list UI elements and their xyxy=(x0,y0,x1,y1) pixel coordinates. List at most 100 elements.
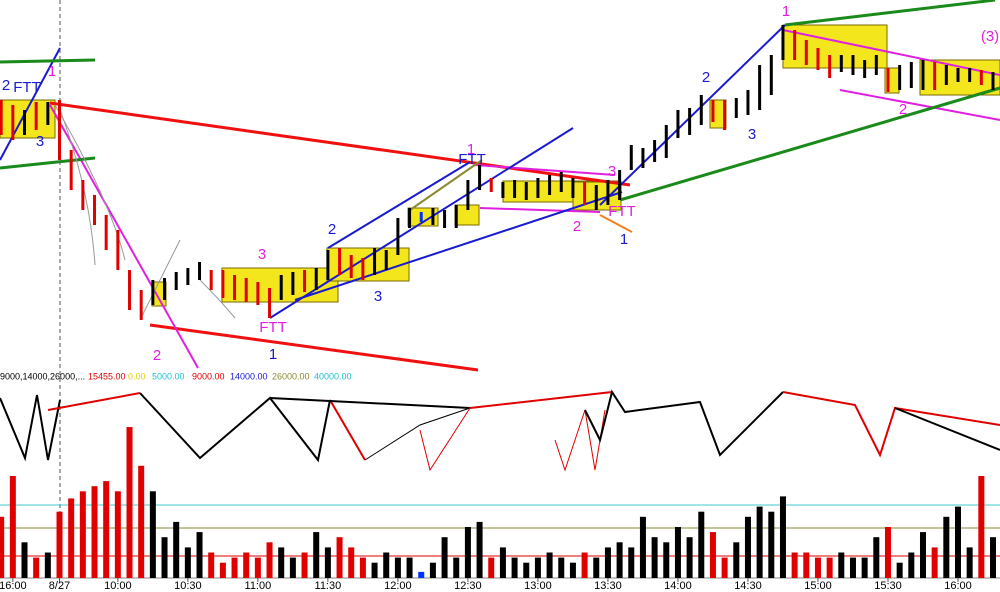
volume-bar xyxy=(733,542,740,578)
volume-bar xyxy=(33,557,40,578)
volume-bar xyxy=(44,552,51,578)
legend-label: 15455.00 xyxy=(88,371,126,381)
volume-bar xyxy=(931,547,938,578)
annotations: 2 FTT 1 3 2 3 FTT 1 2 3 1 FTT 3 FTT 2 1 … xyxy=(2,3,999,364)
indicator-legend: 9000,14000,26000,... 15455.00 0.00 5000.… xyxy=(0,371,352,381)
volume-bar xyxy=(79,491,86,578)
volume-bar xyxy=(721,557,728,578)
volume-bar xyxy=(838,552,845,578)
x-tick-label: 12:30 xyxy=(454,580,482,592)
boxes xyxy=(0,24,1000,307)
x-tick-label: 14:00 xyxy=(664,580,692,592)
annotation: 1 xyxy=(467,141,475,158)
volume-bar xyxy=(441,537,448,578)
volume-bar xyxy=(511,557,518,578)
legend-label: 0.00 xyxy=(128,371,146,381)
annotation: 2 xyxy=(328,221,336,238)
annotation: FTT xyxy=(259,319,287,336)
volume-bar xyxy=(768,511,775,578)
volume-bar xyxy=(873,537,880,578)
volume-bar xyxy=(616,542,623,578)
volume-bar xyxy=(978,476,985,578)
volume-bar xyxy=(138,465,145,578)
volume-bar xyxy=(114,491,121,578)
volume-bar xyxy=(149,491,156,578)
volume-bar xyxy=(464,527,471,578)
annotation: 1 xyxy=(269,346,277,363)
x-tick-label: 10:00 xyxy=(104,580,132,592)
volume-bar xyxy=(453,557,460,578)
volume-bar xyxy=(698,511,705,578)
volume-bar xyxy=(663,542,670,578)
volume-bar xyxy=(476,521,483,578)
legend-label: 9000.00 xyxy=(192,371,225,381)
x-tick-label: 11:30 xyxy=(315,580,342,592)
volume-bar xyxy=(254,557,261,578)
volume-bar xyxy=(709,532,716,578)
legend-label: 9000,14000,26000,... xyxy=(0,371,85,381)
annotation: 2 xyxy=(2,77,10,94)
volume-bar xyxy=(219,562,226,578)
volume-bar xyxy=(231,557,238,578)
volume-bar xyxy=(919,532,926,578)
volume-bar xyxy=(208,552,215,578)
x-tick-label: 8/27 xyxy=(49,580,70,592)
annotation: 3 xyxy=(748,126,756,143)
annotation: 1 xyxy=(782,3,790,20)
annotation: 1 xyxy=(48,63,56,80)
x-tick-label: 12:00 xyxy=(384,580,412,592)
volume-bar xyxy=(966,547,973,578)
volume-bar xyxy=(896,562,903,578)
volume-bar xyxy=(908,552,915,578)
volume-bar xyxy=(569,562,576,578)
x-tick-label: 13:00 xyxy=(524,580,552,592)
volume-bar xyxy=(628,547,635,578)
volume-bar xyxy=(91,486,98,578)
volume-bar xyxy=(406,557,413,578)
trend-lines xyxy=(0,0,1000,372)
x-tick-label: 13:30 xyxy=(594,580,622,592)
volume-bar xyxy=(499,547,506,578)
annotation: 2 xyxy=(702,69,710,86)
volume-bar xyxy=(196,532,203,578)
annotation: FTT xyxy=(13,79,41,96)
volume-bar xyxy=(103,481,110,578)
volume-bar xyxy=(849,557,856,578)
legend-label: 5000.00 xyxy=(152,371,185,381)
x-tick-label: 16:00 xyxy=(0,580,27,592)
legend-label: 26000.00 xyxy=(272,371,310,381)
volume-bar xyxy=(604,547,611,578)
volume-bar xyxy=(989,537,996,578)
annotation: 3 xyxy=(258,246,266,263)
volume-bar xyxy=(336,537,343,578)
volume-bar xyxy=(639,516,646,578)
volume-bar xyxy=(756,506,763,578)
volume-bar xyxy=(488,557,495,578)
volume-bar xyxy=(126,427,133,578)
volume-bar xyxy=(313,532,320,578)
volume-bar xyxy=(593,557,600,578)
volume-bar xyxy=(686,537,693,578)
volume-bar xyxy=(418,571,425,578)
volume-bar xyxy=(173,521,180,578)
volume-bar xyxy=(56,511,63,578)
volume-bar xyxy=(68,498,75,578)
volume-bar xyxy=(814,557,821,578)
volume-bar xyxy=(0,516,5,578)
volume-bar xyxy=(744,516,751,578)
volume-bar xyxy=(803,552,810,578)
annotation: 2 xyxy=(899,101,907,118)
volume-bar xyxy=(581,552,588,578)
x-tick-label: 10:30 xyxy=(174,580,202,592)
annotation: (3) xyxy=(981,28,999,45)
volume-bar xyxy=(651,537,658,578)
volume-bar xyxy=(161,537,168,578)
volume-bar xyxy=(359,557,366,578)
legend-label: 14000.00 xyxy=(230,371,268,381)
volume-bar xyxy=(383,552,390,578)
x-tick-label: 15:30 xyxy=(874,580,902,592)
annotation: FTT xyxy=(608,203,636,220)
volume-bar xyxy=(289,557,296,578)
volume-bar xyxy=(546,552,553,578)
volume-bar xyxy=(558,557,565,578)
